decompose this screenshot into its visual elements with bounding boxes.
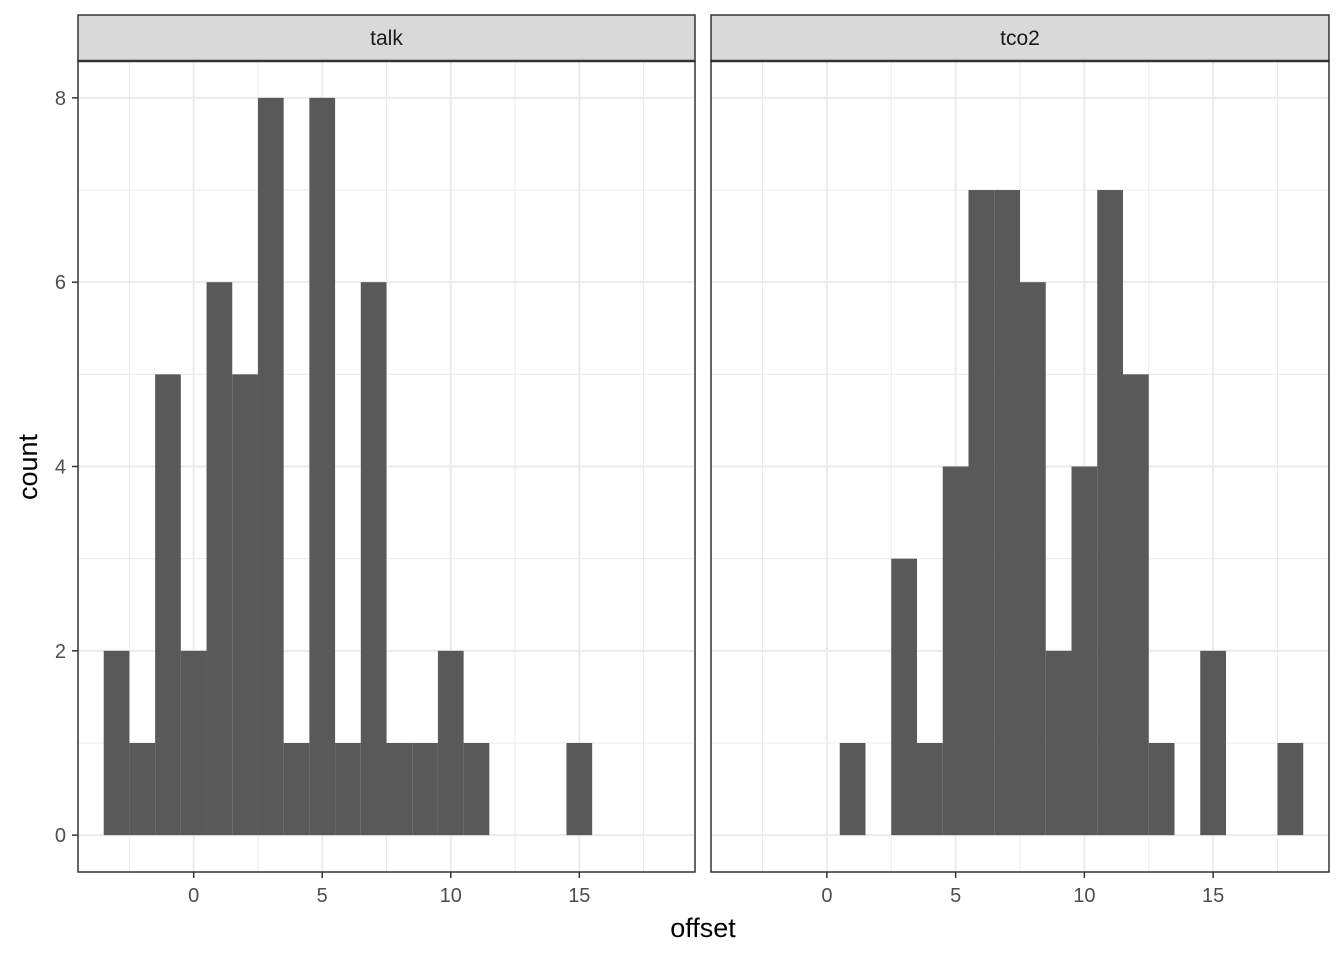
y-tick-label: 0 [55, 825, 66, 847]
x-tick-label: 10 [440, 885, 462, 907]
histogram-bar-tco2 [1097, 190, 1123, 836]
histogram-bar-talk [232, 374, 258, 836]
facet-strip-talk [77, 14, 696, 62]
histogram-bar-talk [180, 650, 207, 836]
x-tick-label: 0 [188, 885, 199, 907]
histogram-bar-tco2 [1020, 282, 1046, 836]
histogram-bar-talk [463, 742, 490, 836]
histogram-bar-tco2 [1123, 374, 1149, 836]
facet-strip-label: talk [370, 27, 403, 50]
histogram-bar-tco2 [1200, 650, 1226, 836]
facet-strip-label: tco2 [1000, 27, 1040, 50]
y-tick-label: 8 [55, 88, 66, 110]
histogram-bar-talk [257, 97, 284, 836]
histogram-bar-talk [335, 742, 361, 836]
histogram-bar-talk [155, 374, 181, 836]
histogram-bar-tco2 [994, 190, 1020, 836]
histogram-bar-talk [437, 650, 464, 836]
facet-strip-tco2 [710, 14, 1330, 62]
y-tick-label: 2 [55, 641, 66, 663]
x-tick-label: 15 [1202, 885, 1224, 907]
histogram-bar-talk [129, 742, 156, 836]
x-tick-label: 10 [1073, 885, 1095, 907]
x-tick-label: 5 [950, 885, 961, 907]
histogram-bar-talk [283, 742, 310, 836]
histogram-bar-tco2 [1071, 466, 1098, 836]
y-tick-label: 4 [55, 457, 66, 479]
y-axis-title: count [13, 433, 43, 500]
x-tick-label: 15 [568, 885, 590, 907]
histogram-bar-tco2 [1277, 742, 1304, 836]
histogram-bar-tco2 [1045, 650, 1072, 836]
histogram-bar-tco2 [891, 558, 917, 836]
histogram-bar-talk [103, 650, 130, 836]
histogram-bar-talk [566, 742, 593, 836]
x-tick-label: 0 [821, 885, 832, 907]
histogram-bar-tco2 [1148, 742, 1175, 836]
histogram-bar-talk [360, 282, 387, 836]
y-tick-label: 6 [55, 272, 66, 294]
histogram-bar-talk [206, 282, 233, 836]
histogram-bar-talk [386, 742, 413, 836]
histogram-bar-tco2 [917, 742, 943, 836]
histogram-bar-tco2 [968, 190, 995, 836]
x-axis-title: offset [670, 913, 736, 943]
histogram-bar-tco2 [839, 742, 866, 836]
histogram-bar-talk [412, 742, 438, 836]
histogram-bar-tco2 [942, 466, 969, 836]
histogram-bar-talk [309, 97, 336, 836]
x-tick-label: 5 [317, 885, 328, 907]
